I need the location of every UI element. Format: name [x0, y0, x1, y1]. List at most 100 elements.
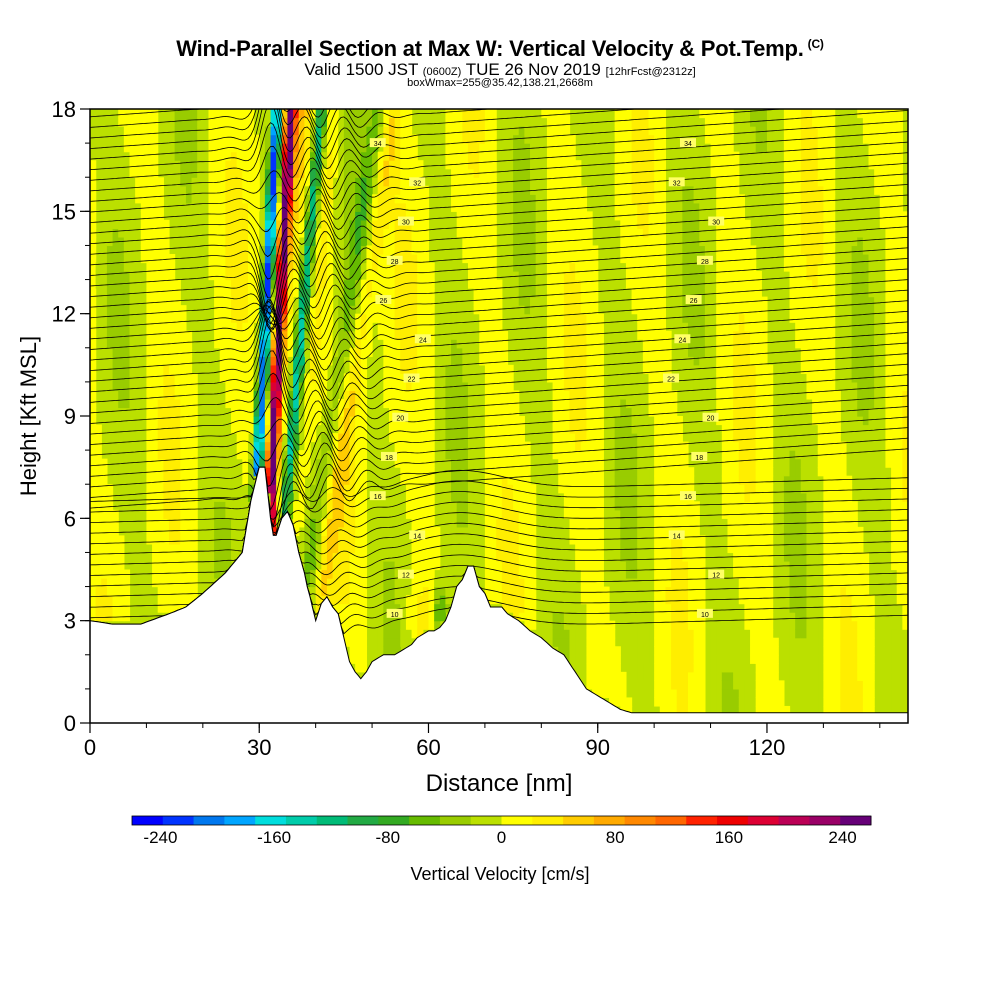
- velocity-cell: [298, 117, 305, 127]
- velocity-cell: [473, 305, 480, 315]
- velocity-cell: [484, 398, 492, 409]
- velocity-cell: [298, 339, 305, 349]
- velocity-cell: [310, 253, 317, 264]
- velocity-cell: [270, 364, 277, 374]
- velocity-cell: [343, 288, 351, 298]
- velocity-cell: [467, 543, 475, 554]
- velocity-cell: [270, 271, 277, 281]
- velocity-cell: [281, 109, 289, 119]
- velocity-cell: [400, 475, 407, 485]
- velocity-cell: [310, 109, 317, 119]
- velocity-cell: [569, 279, 576, 289]
- velocity-cell: [428, 416, 435, 426]
- velocity-cell: [270, 518, 277, 528]
- velocity-cell: [321, 219, 328, 229]
- velocity-cell: [168, 407, 176, 417]
- velocity-cell: [451, 288, 458, 298]
- velocity-cell: [428, 543, 435, 554]
- velocity-cell: [225, 202, 232, 212]
- velocity-cell: [270, 526, 277, 536]
- velocity-cell: [417, 185, 424, 195]
- velocity-cell: [603, 168, 610, 178]
- velocity-cell: [524, 620, 531, 630]
- velocity-cell: [451, 313, 458, 323]
- velocity-cell: [101, 595, 108, 605]
- velocity-cell: [479, 117, 486, 127]
- velocity-cell: [405, 356, 413, 366]
- velocity-cell: [642, 509, 650, 519]
- velocity-cell: [236, 535, 243, 545]
- velocity-cell: [524, 595, 531, 605]
- velocity-cell: [112, 143, 119, 153]
- velocity-cell: [490, 288, 497, 298]
- velocity-cell: [185, 578, 193, 588]
- velocity-cell: [168, 484, 176, 494]
- velocity-cell: [422, 288, 430, 298]
- velocity-cell: [546, 194, 554, 204]
- velocity-cell: [180, 390, 187, 400]
- velocity-cell: [355, 151, 362, 161]
- velocity-cell: [524, 177, 531, 187]
- velocity-cell: [293, 126, 300, 136]
- velocity-cell: [484, 467, 492, 477]
- velocity-cell: [293, 509, 300, 519]
- velocity-cell: [366, 194, 373, 204]
- velocity-cell: [343, 578, 351, 588]
- velocity-cell: [507, 168, 514, 178]
- velocity-cell: [281, 373, 289, 383]
- velocity-cell: [580, 535, 588, 545]
- velocity-cell: [106, 433, 114, 443]
- velocity-cell: [422, 296, 430, 306]
- velocity-cell: [338, 492, 345, 502]
- velocity-cell: [247, 441, 255, 451]
- velocity-cell: [315, 475, 322, 485]
- velocity-cell: [242, 126, 249, 136]
- velocity-cell: [168, 595, 176, 605]
- velocity-cell: [592, 109, 599, 119]
- velocity-cell: [372, 160, 379, 170]
- velocity-cell: [101, 211, 108, 221]
- velocity-cell: [90, 416, 97, 426]
- velocity-cell: [118, 347, 125, 357]
- velocity-cell: [140, 160, 148, 170]
- velocity-cell: [614, 134, 621, 144]
- velocity-cell: [490, 211, 497, 221]
- velocity-cell: [490, 569, 497, 579]
- velocity-cell: [174, 484, 181, 494]
- velocity-cell: [490, 143, 497, 153]
- velocity-cell: [637, 177, 644, 187]
- velocity-cell: [530, 339, 537, 349]
- velocity-cell: [180, 595, 187, 605]
- velocity-cell: [355, 509, 362, 519]
- velocity-cell: [496, 441, 503, 451]
- velocity-cell: [372, 177, 379, 187]
- velocity-cell: [338, 262, 345, 272]
- velocity-cell: [603, 595, 610, 605]
- velocity-cell: [586, 501, 593, 511]
- velocity-cell: [434, 578, 441, 588]
- velocity-cell: [264, 126, 272, 136]
- velocity-cell: [287, 381, 294, 392]
- velocity-cell: [247, 288, 255, 298]
- velocity-cell: [552, 543, 559, 554]
- velocity-cell: [637, 279, 644, 289]
- velocity-cell: [349, 501, 356, 511]
- velocity-cell: [287, 134, 294, 144]
- velocity-cell: [315, 535, 322, 545]
- velocity-cell: [496, 322, 503, 332]
- velocity-cell: [569, 262, 576, 272]
- velocity-cell: [642, 168, 650, 178]
- velocity-cell: [197, 126, 204, 136]
- velocity-cell: [490, 245, 497, 255]
- velocity-cell: [484, 381, 492, 392]
- velocity-cell: [191, 117, 198, 127]
- velocity-cell: [270, 322, 277, 332]
- velocity-cell: [264, 236, 272, 247]
- velocity-cell: [281, 202, 289, 212]
- velocity-cell: [168, 313, 176, 323]
- velocity-cell: [580, 219, 588, 229]
- velocity-cell: [287, 322, 294, 332]
- velocity-cell: [315, 552, 322, 562]
- velocity-cell: [152, 390, 159, 400]
- velocity-cell: [614, 151, 621, 161]
